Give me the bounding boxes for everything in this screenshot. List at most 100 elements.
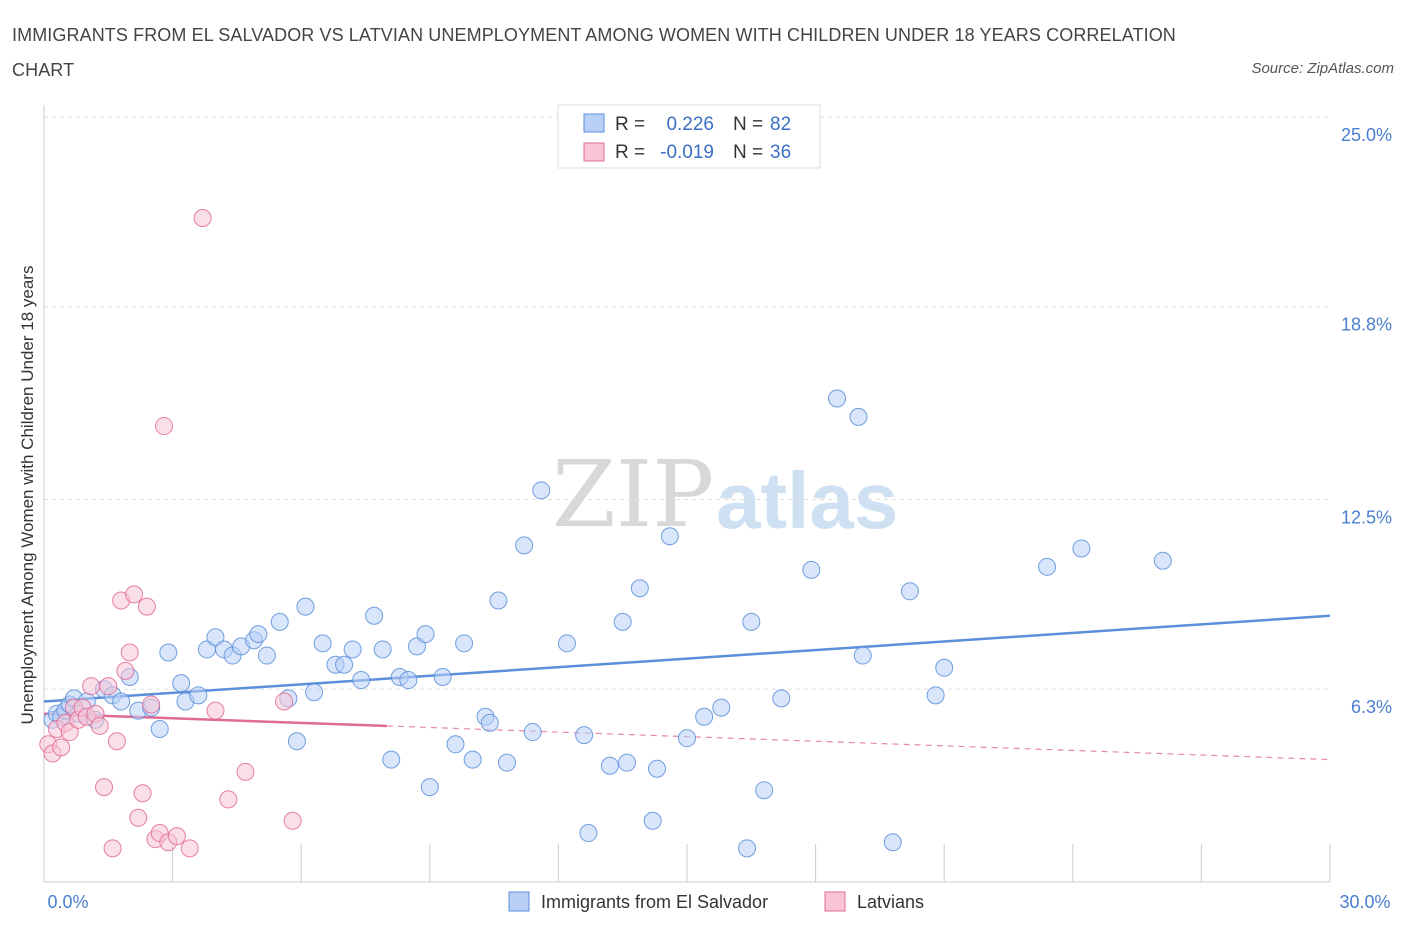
point-latvians: [236, 762, 255, 781]
point-el-salvador: [853, 646, 872, 665]
point-el-salvador: [433, 667, 452, 686]
series-name-blue: Immigrants from El Salvador: [541, 892, 768, 912]
series-swatch-pink: [824, 891, 846, 912]
y-tick-label: 6.3%: [1351, 697, 1392, 717]
x-tick-label-min: 0.0%: [47, 892, 88, 912]
point-el-salvador: [270, 612, 289, 631]
point-el-salvador: [489, 591, 508, 610]
legend-r-label-2: R =: [615, 142, 645, 163]
tick-labels: 6.3% 12.5% 18.8% 25.0% 0.0% 30.0%: [47, 125, 1392, 912]
point-el-salvador: [557, 634, 576, 653]
point-el-salvador: [1038, 557, 1057, 576]
chart-title: IMMIGRANTS FROM EL SALVADOR VS LATVIAN U…: [12, 25, 1176, 80]
y-tick-label: 12.5%: [1341, 508, 1392, 528]
trend-line-latvians-extrapolated: [386, 725, 1331, 761]
point-el-salvador: [446, 735, 465, 754]
point-el-salvador: [159, 643, 178, 662]
point-el-salvador: [660, 527, 679, 546]
legend-n-value-2: 36: [770, 142, 791, 163]
point-el-salvador: [382, 750, 401, 769]
point-latvians: [103, 839, 122, 858]
point-el-salvador: [828, 389, 847, 408]
point-el-salvador: [738, 839, 757, 858]
trend-line-el-salvador: [43, 614, 1331, 703]
y-axis-label: Unemployment Among Women with Children U…: [18, 266, 37, 725]
point-latvians: [60, 723, 79, 742]
point-latvians: [120, 643, 139, 662]
point-latvians: [125, 585, 144, 604]
legend-n-label-2: N =: [733, 142, 763, 163]
point-el-salvador: [287, 732, 306, 751]
point-el-salvador: [1153, 551, 1172, 570]
point-el-salvador: [630, 579, 649, 598]
point-el-salvador: [206, 628, 225, 647]
point-el-salvador: [742, 612, 761, 631]
point-el-salvador: [523, 723, 542, 742]
point-el-salvador: [172, 674, 191, 693]
legend-swatch-blue: [583, 113, 605, 133]
point-latvians: [206, 701, 225, 720]
y-tick-label: 25.0%: [1341, 125, 1392, 145]
point-el-salvador: [647, 759, 666, 778]
point-el-salvador: [305, 683, 324, 702]
point-el-salvador: [575, 726, 594, 745]
source-credit: Source: ZipAtlas.com: [1251, 60, 1394, 77]
point-latvians: [219, 790, 238, 809]
series-legend: Immigrants from El Salvador Latvians: [508, 891, 924, 912]
legend-r-value-1: 0.226: [666, 114, 714, 135]
point-latvians: [116, 661, 135, 680]
legend-n-label-1: N =: [733, 114, 763, 135]
point-el-salvador: [420, 778, 439, 797]
legend-n-value-1: 82: [770, 114, 791, 135]
point-el-salvador: [257, 646, 276, 665]
point-el-salvador: [617, 753, 636, 772]
point-el-salvador: [249, 625, 268, 644]
point-el-salvador: [407, 637, 426, 656]
y-tick-label: 18.8%: [1341, 315, 1392, 335]
point-el-salvador: [772, 689, 791, 708]
axes: [43, 105, 1331, 883]
point-el-salvador: [883, 833, 902, 852]
point-el-salvador: [399, 671, 418, 690]
point-el-salvador: [579, 824, 598, 843]
point-el-salvador: [335, 655, 354, 674]
point-el-salvador: [296, 597, 315, 616]
series-swatch-blue: [508, 891, 530, 912]
point-latvians: [99, 677, 118, 696]
point-el-salvador: [900, 582, 919, 601]
watermark-zip: ZIP: [552, 441, 714, 548]
point-el-salvador: [613, 612, 632, 631]
point-el-salvador: [352, 671, 371, 690]
point-latvians: [283, 811, 302, 830]
x-tick-label-max: 30.0%: [1339, 892, 1390, 912]
point-latvians: [167, 827, 186, 846]
point-el-salvador: [678, 729, 696, 748]
point-el-salvador: [802, 560, 821, 579]
point-el-salvador: [712, 698, 731, 717]
point-el-salvador: [416, 625, 435, 644]
point-el-salvador: [373, 640, 392, 659]
point-latvians: [129, 808, 148, 827]
point-el-salvador: [497, 753, 516, 772]
point-latvians: [275, 692, 294, 711]
point-el-salvador: [313, 634, 332, 653]
point-latvians: [52, 738, 71, 757]
point-el-salvador: [935, 658, 954, 677]
point-el-salvador: [463, 750, 482, 769]
legend-swatch-pink: [583, 142, 605, 162]
point-el-salvador: [600, 756, 619, 775]
legend-r-value-2: -0.019: [660, 142, 714, 163]
data-points: [39, 208, 1172, 858]
gridlines: [44, 116, 1330, 690]
watermark-atlas: atlas: [716, 456, 898, 545]
point-el-salvador: [532, 481, 551, 500]
point-el-salvador: [189, 686, 208, 705]
point-el-salvador: [695, 707, 714, 726]
point-el-salvador: [643, 811, 662, 830]
point-latvians: [133, 784, 152, 803]
point-latvians: [155, 417, 174, 436]
stats-legend: R = 0.226 N = 82 R = -0.019 N = 36: [557, 104, 821, 169]
point-el-salvador: [755, 781, 774, 800]
point-el-salvador: [365, 606, 384, 625]
